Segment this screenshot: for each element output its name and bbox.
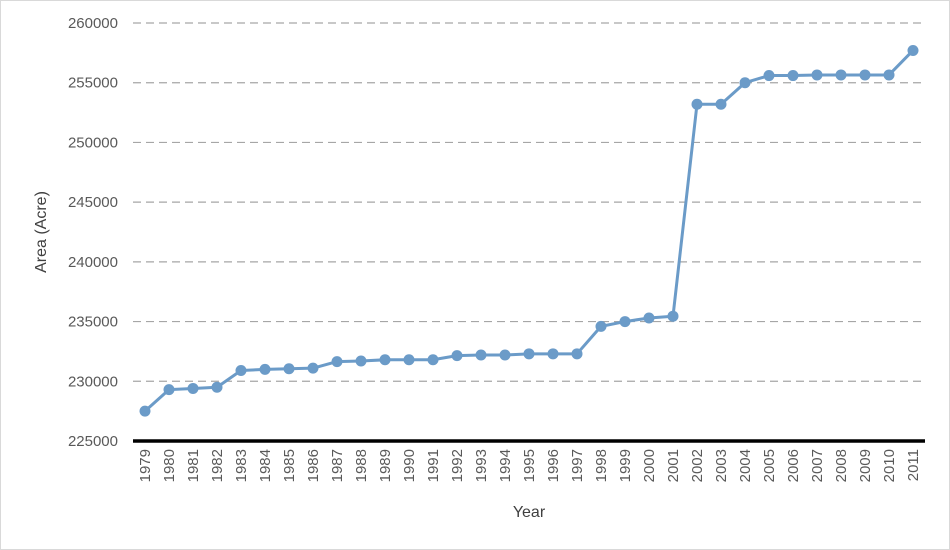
x-tick-label: 2010 bbox=[881, 449, 898, 482]
y-tick-labels: 225000 230000 235000 240000 245000 250000 2550… bbox=[68, 15, 118, 450]
y-tick-label: 225000 bbox=[68, 433, 118, 450]
x-tick-label: 1988 bbox=[353, 449, 370, 482]
data-point bbox=[499, 349, 511, 361]
data-point bbox=[763, 70, 775, 82]
data-points bbox=[139, 44, 919, 417]
data-point bbox=[883, 69, 895, 81]
x-tick-label: 2005 bbox=[761, 449, 778, 482]
data-point bbox=[907, 44, 919, 56]
x-tick-label: 1998 bbox=[593, 449, 610, 482]
data-point bbox=[427, 354, 439, 366]
data-point bbox=[547, 348, 559, 360]
data-point bbox=[475, 349, 487, 361]
x-tick-label: 1999 bbox=[617, 449, 634, 482]
y-axis-title: Area (Acre) bbox=[33, 191, 50, 273]
data-point bbox=[595, 320, 607, 332]
data-point bbox=[739, 77, 751, 89]
data-point bbox=[163, 384, 175, 396]
data-point bbox=[403, 354, 415, 366]
data-point bbox=[619, 316, 631, 328]
x-tick-label: 1982 bbox=[209, 449, 226, 482]
data-point bbox=[835, 69, 847, 81]
x-tick-label: 2007 bbox=[809, 449, 826, 482]
x-tick-label: 1990 bbox=[401, 449, 418, 482]
data-point bbox=[715, 98, 727, 110]
y-tick-label: 230000 bbox=[68, 373, 118, 390]
grid-lines bbox=[133, 22, 925, 382]
data-point bbox=[211, 381, 223, 393]
x-tick-labels: 1979 1980 1981 1982 1983 1984 1985 1986 1987 1988… bbox=[137, 449, 922, 482]
x-tick-label: 1980 bbox=[161, 449, 178, 482]
x-tick-label: 1995 bbox=[521, 449, 538, 482]
data-point bbox=[187, 382, 199, 394]
y-tick-label: 255000 bbox=[68, 75, 118, 92]
x-tick-label: 2001 bbox=[665, 449, 682, 482]
x-axis-title: Year bbox=[513, 504, 546, 521]
data-point bbox=[283, 363, 295, 375]
x-tick-label: 1981 bbox=[185, 449, 202, 482]
data-point bbox=[571, 348, 583, 360]
x-tick-label: 1997 bbox=[569, 449, 586, 482]
y-tick-label: 250000 bbox=[68, 134, 118, 151]
x-tick-label: 1983 bbox=[233, 449, 250, 482]
y-tick-label: 235000 bbox=[68, 314, 118, 331]
data-point bbox=[811, 69, 823, 81]
x-tick-label: 2000 bbox=[641, 449, 658, 482]
x-tick-label: 1987 bbox=[329, 449, 346, 482]
data-point bbox=[643, 312, 655, 324]
data-point bbox=[139, 405, 151, 417]
y-tick-label: 260000 bbox=[68, 15, 118, 32]
x-tick-label: 2008 bbox=[833, 449, 850, 482]
x-tick-label: 1991 bbox=[425, 449, 442, 482]
data-point bbox=[307, 362, 319, 374]
x-tick-label: 1989 bbox=[377, 449, 394, 482]
y-tick-label: 240000 bbox=[68, 254, 118, 271]
data-point bbox=[451, 350, 463, 362]
y-tick-label: 245000 bbox=[68, 194, 118, 211]
x-tick-label: 2003 bbox=[713, 449, 730, 482]
data-point bbox=[691, 98, 703, 110]
x-tick-label: 1985 bbox=[281, 449, 298, 482]
x-tick-label: 1984 bbox=[257, 449, 274, 482]
x-tick-label: 2004 bbox=[737, 449, 754, 482]
data-point bbox=[235, 365, 247, 377]
x-tick-label: 1993 bbox=[473, 449, 490, 482]
data-point bbox=[379, 354, 391, 366]
data-point bbox=[331, 356, 343, 368]
x-tick-label: 1979 bbox=[137, 449, 154, 482]
x-tick-label: 2011 bbox=[905, 449, 922, 481]
data-point bbox=[859, 69, 871, 81]
x-tick-label: 1996 bbox=[545, 449, 562, 482]
x-tick-label: 1986 bbox=[305, 449, 322, 482]
data-point bbox=[355, 355, 367, 367]
x-tick-label: 2006 bbox=[785, 449, 802, 482]
x-tick-label: 1994 bbox=[497, 449, 514, 482]
data-point bbox=[523, 348, 535, 360]
data-point bbox=[667, 310, 679, 322]
data-point bbox=[787, 70, 799, 82]
x-tick-label: 2002 bbox=[689, 449, 706, 482]
x-tick-label: 2009 bbox=[857, 449, 874, 482]
data-point bbox=[259, 363, 271, 375]
x-tick-label: 1992 bbox=[449, 449, 466, 482]
